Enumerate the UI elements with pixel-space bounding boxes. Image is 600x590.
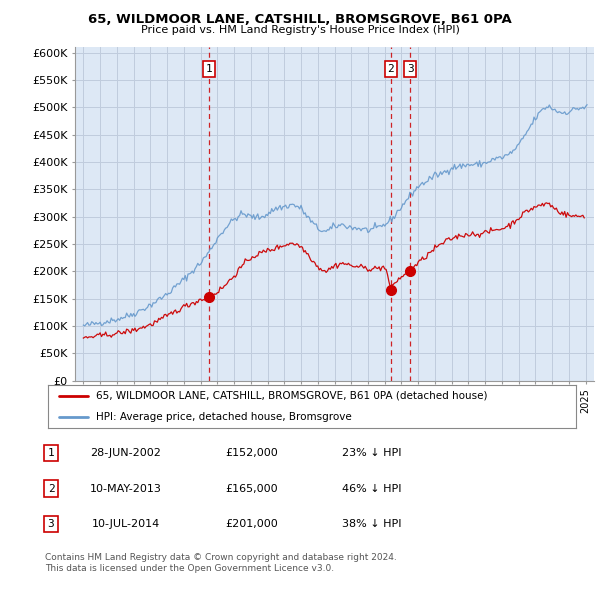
Text: 3: 3 — [407, 64, 414, 74]
Text: 23% ↓ HPI: 23% ↓ HPI — [342, 448, 402, 458]
Text: This data is licensed under the Open Government Licence v3.0.: This data is licensed under the Open Gov… — [45, 565, 334, 573]
Text: £152,000: £152,000 — [226, 448, 278, 458]
Text: 2: 2 — [388, 64, 394, 74]
Text: 10-MAY-2013: 10-MAY-2013 — [90, 484, 162, 493]
Text: 2: 2 — [47, 484, 55, 493]
Text: £201,000: £201,000 — [226, 519, 278, 529]
Text: 1: 1 — [47, 448, 55, 458]
Text: 3: 3 — [47, 519, 55, 529]
Text: 10-JUL-2014: 10-JUL-2014 — [92, 519, 160, 529]
Text: Contains HM Land Registry data © Crown copyright and database right 2024.: Contains HM Land Registry data © Crown c… — [45, 553, 397, 562]
Text: 46% ↓ HPI: 46% ↓ HPI — [342, 484, 402, 493]
Text: 65, WILDMOOR LANE, CATSHILL, BROMSGROVE, B61 0PA (detached house): 65, WILDMOOR LANE, CATSHILL, BROMSGROVE,… — [95, 391, 487, 401]
Text: Price paid vs. HM Land Registry's House Price Index (HPI): Price paid vs. HM Land Registry's House … — [140, 25, 460, 35]
Text: 38% ↓ HPI: 38% ↓ HPI — [342, 519, 402, 529]
Text: 28-JUN-2002: 28-JUN-2002 — [91, 448, 161, 458]
Text: HPI: Average price, detached house, Bromsgrove: HPI: Average price, detached house, Brom… — [95, 412, 351, 422]
Text: 1: 1 — [205, 64, 212, 74]
Text: £165,000: £165,000 — [226, 484, 278, 493]
Text: 65, WILDMOOR LANE, CATSHILL, BROMSGROVE, B61 0PA: 65, WILDMOOR LANE, CATSHILL, BROMSGROVE,… — [88, 13, 512, 26]
